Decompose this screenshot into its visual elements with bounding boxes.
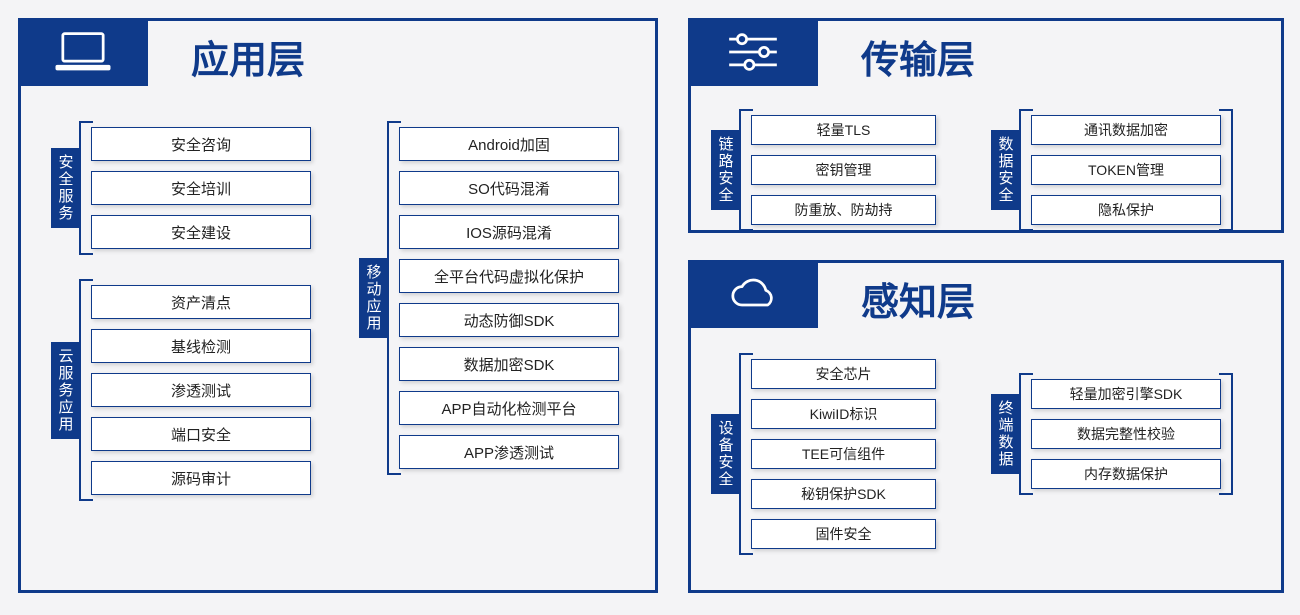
vlabel-sec-service: 安全服务 <box>51 148 79 228</box>
list-item: 轻量加密引擎SDK <box>1031 379 1221 409</box>
list-item: TOKEN管理 <box>1031 155 1221 185</box>
list-item: 防重放、防劫持 <box>751 195 936 225</box>
list-item: 资产清点 <box>91 285 311 319</box>
list-item: 渗透测试 <box>91 373 311 407</box>
list-item: 通讯数据加密 <box>1031 115 1221 145</box>
title-application: 应用层 <box>191 29 305 84</box>
list-item: IOS源码混淆 <box>399 215 619 249</box>
badge-application <box>18 18 148 86</box>
list-item: 源码审计 <box>91 461 311 495</box>
list-item: 基线检测 <box>91 329 311 363</box>
items-mobile-app: Android加固 SO代码混淆 IOS源码混淆 全平台代码虚拟化保护 动态防御… <box>399 121 619 475</box>
list-item: 固件安全 <box>751 519 936 549</box>
group-data-sec: 数据安全 通讯数据加密 TOKEN管理 隐私保护 <box>991 109 1233 231</box>
list-item: 密钥管理 <box>751 155 936 185</box>
list-item: 轻量TLS <box>751 115 936 145</box>
vlabel-mobile-app: 移动应用 <box>359 258 387 338</box>
group-device-sec: 设备安全 安全芯片 KiwiID标识 TEE可信组件 秘钥保护SDK 固件安全 <box>711 353 936 555</box>
items-link-sec: 轻量TLS 密钥管理 防重放、防劫持 <box>751 109 936 231</box>
title-transport: 传输层 <box>861 29 975 84</box>
list-item: 安全芯片 <box>751 359 936 389</box>
badge-transport <box>688 18 818 86</box>
panel-transport: 传输层 链路安全 轻量TLS 密钥管理 防重放、防劫持 数据安全 通讯数据加密 … <box>688 18 1284 233</box>
items-sec-service: 安全咨询 安全培训 安全建设 <box>91 121 311 255</box>
bracket <box>1219 109 1233 231</box>
bracket <box>1219 373 1233 495</box>
list-item: KiwiID标识 <box>751 399 936 429</box>
sliders-icon <box>723 30 783 74</box>
list-item: 动态防御SDK <box>399 303 619 337</box>
vlabel-cloud-service: 云服务应用 <box>51 342 79 439</box>
list-item: 数据完整性校验 <box>1031 419 1221 449</box>
list-item: SO代码混淆 <box>399 171 619 205</box>
list-item: Android加固 <box>399 127 619 161</box>
list-item: 安全建设 <box>91 215 311 249</box>
badge-perception <box>688 260 818 328</box>
panel-application: 应用层 安全服务 安全咨询 安全培训 安全建设 云服务应用 资产清点 基线检测 … <box>18 18 658 593</box>
group-sec-service: 安全服务 安全咨询 安全培训 安全建设 <box>51 121 311 255</box>
group-term-data: 终端数据 轻量加密引擎SDK 数据完整性校验 内存数据保护 <box>991 373 1233 495</box>
list-item: APP自动化检测平台 <box>399 391 619 425</box>
cloud-icon <box>723 272 783 316</box>
items-data-sec: 通讯数据加密 TOKEN管理 隐私保护 <box>1031 109 1221 231</box>
list-item: 安全培训 <box>91 171 311 205</box>
list-item: 内存数据保护 <box>1031 459 1221 489</box>
items-term-data: 轻量加密引擎SDK 数据完整性校验 内存数据保护 <box>1031 373 1221 495</box>
group-cloud-service: 云服务应用 资产清点 基线检测 渗透测试 端口安全 源码审计 <box>51 279 311 501</box>
panel-perception: 感知层 设备安全 安全芯片 KiwiID标识 TEE可信组件 秘钥保护SDK 固… <box>688 260 1284 593</box>
vlabel-data-sec: 数据安全 <box>991 130 1019 210</box>
laptop-icon <box>53 30 113 74</box>
list-item: 端口安全 <box>91 417 311 451</box>
items-device-sec: 安全芯片 KiwiID标识 TEE可信组件 秘钥保护SDK 固件安全 <box>751 353 936 555</box>
title-perception: 感知层 <box>861 271 975 326</box>
group-link-sec: 链路安全 轻量TLS 密钥管理 防重放、防劫持 <box>711 109 936 231</box>
list-item: APP渗透测试 <box>399 435 619 469</box>
vlabel-link-sec: 链路安全 <box>711 130 739 210</box>
vlabel-device-sec: 设备安全 <box>711 414 739 494</box>
vlabel-term-data: 终端数据 <box>991 394 1019 474</box>
group-mobile-app: 移动应用 Android加固 SO代码混淆 IOS源码混淆 全平台代码虚拟化保护… <box>359 121 619 475</box>
list-item: 安全咨询 <box>91 127 311 161</box>
list-item: 数据加密SDK <box>399 347 619 381</box>
items-cloud-service: 资产清点 基线检测 渗透测试 端口安全 源码审计 <box>91 279 311 501</box>
list-item: 全平台代码虚拟化保护 <box>399 259 619 293</box>
list-item: 秘钥保护SDK <box>751 479 936 509</box>
list-item: 隐私保护 <box>1031 195 1221 225</box>
list-item: TEE可信组件 <box>751 439 936 469</box>
